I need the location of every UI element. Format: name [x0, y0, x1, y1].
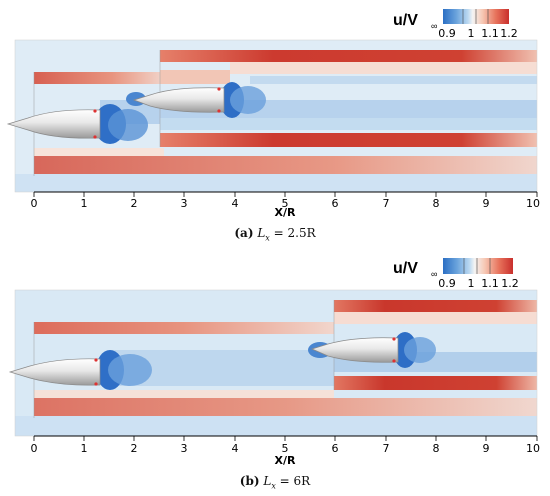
x-tick-label: 10 — [526, 442, 540, 455]
x-tick-label: 8 — [433, 197, 440, 210]
x-axis: 0 1 2 3 4 5 6 7 8 9 10 X/R — [31, 191, 540, 219]
x-tick-label: 4 — [232, 442, 239, 455]
x-tick-label: 3 — [181, 442, 188, 455]
figure-panel-a: u/V ∞ 0.9 1 1.1 1.2 — [0, 9, 550, 242]
x-tick-label: 1 — [81, 442, 88, 455]
caption-eq-sub: x — [265, 233, 270, 243]
caption-tag: (b) — [239, 474, 260, 488]
x-tick-label: 6 — [332, 442, 339, 455]
colorbar-tick: 1.1 — [481, 27, 499, 40]
x-tick-label: 9 — [483, 197, 490, 210]
colorbar-tick: 1.1 — [481, 277, 499, 290]
colorbar-title-sub: ∞ — [431, 21, 437, 31]
colorbar-title: u/V — [393, 12, 418, 29]
figure-panel-b: u/V ∞ 0.9 1 1.1 1.2 — [0, 252, 550, 496]
colorbar-legend: u/V ∞ 0.9 1 1.1 1.2 — [393, 258, 519, 290]
x-axis-label: X/R — [275, 206, 296, 219]
x-axis: 0 1 2 3 4 5 6 7 8 9 10 X/R — [31, 435, 540, 467]
x-tick-label: 5 — [282, 197, 289, 210]
x-tick-label: 9 — [483, 442, 490, 455]
x-tick-label: 7 — [383, 197, 390, 210]
colorbar-tick: 1 — [468, 27, 475, 40]
velocity-field — [15, 290, 537, 436]
colorbar-tick: 0.9 — [438, 277, 456, 290]
colorbar-legend: u/V ∞ 0.9 1 1.1 1.2 — [393, 9, 518, 40]
colorbar-title: u/V — [393, 260, 418, 277]
colorbar-tick: 1 — [468, 277, 475, 290]
x-tick-label: 7 — [383, 442, 390, 455]
x-tick-label: 2 — [131, 197, 138, 210]
flow-contour-a: u/V ∞ 0.9 1 1.1 1.2 — [6, 9, 540, 219]
x-tick-label: 5 — [282, 442, 289, 455]
caption-eq-lhs: L — [263, 474, 272, 488]
caption-eq-lhs: L — [257, 226, 266, 240]
hull-body-2 — [311, 337, 399, 363]
colorbar-title-sub: ∞ — [431, 269, 437, 279]
colorbar-tick: 1.2 — [501, 277, 519, 290]
x-tick-label: 6 — [332, 197, 339, 210]
hull-body-1 — [8, 358, 101, 386]
caption-tag: (a) — [234, 226, 254, 240]
caption-eq-rhs: = 2.5R — [273, 226, 316, 240]
colorbar-gradient — [443, 258, 513, 274]
x-tick-label: 2 — [131, 442, 138, 455]
x-tick-label: 0 — [31, 442, 38, 455]
caption-eq-sub: x — [271, 481, 276, 491]
x-axis-label: X/R — [275, 454, 296, 467]
hull-body-2 — [132, 87, 225, 113]
x-tick-label: 1 — [81, 197, 88, 210]
x-tick-label: 8 — [433, 442, 440, 455]
x-tick-label: 0 — [31, 197, 38, 210]
x-tick-label: 4 — [232, 197, 239, 210]
figure-caption-b: (b) Lx = 6R — [0, 474, 550, 490]
x-tick-label: 10 — [526, 197, 540, 210]
figure-caption-a: (a) Lx = 2.5R — [0, 226, 550, 242]
colorbar-tick: 1.2 — [500, 27, 518, 40]
velocity-field — [15, 40, 537, 192]
colorbar-tick: 0.9 — [438, 27, 456, 40]
caption-eq-rhs: = 6R — [279, 474, 311, 488]
x-tick-label: 3 — [181, 197, 188, 210]
hull-body-1 — [6, 109, 101, 139]
flow-contour-b: u/V ∞ 0.9 1 1.1 1.2 — [8, 258, 540, 467]
